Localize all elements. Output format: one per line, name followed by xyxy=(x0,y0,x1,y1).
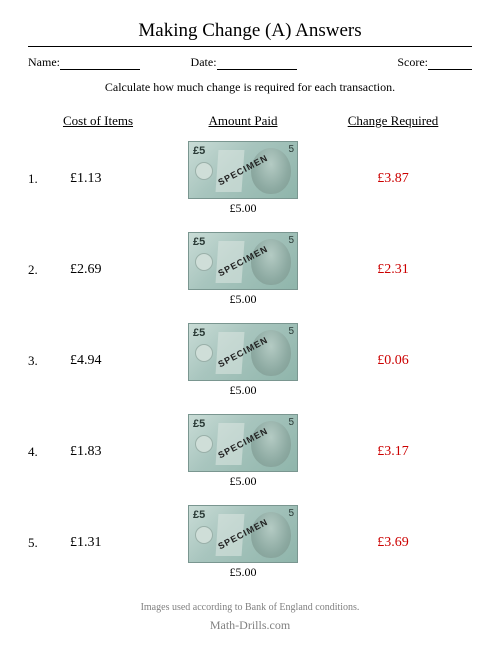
amount-paid: £5 5 SPECIMEN £5.00 xyxy=(168,232,318,307)
note-hologram-icon xyxy=(195,253,213,271)
cost-value: £2.69 xyxy=(52,262,168,278)
cost-value: £4.94 xyxy=(52,353,168,369)
row-number: 3. xyxy=(28,353,52,369)
row-number: 5. xyxy=(28,535,52,551)
banknote-image: £5 5 SPECIMEN xyxy=(188,232,298,290)
rows-container: 1.£1.13£55SPECIMEN£5.00£3.872.£2.69£55SP… xyxy=(28,141,472,580)
cost-value: £1.13 xyxy=(52,171,168,187)
note-denom-right: 5 xyxy=(288,326,294,337)
note-specimen-label: SPECIMEN xyxy=(216,244,269,279)
note-hologram-icon xyxy=(195,162,213,180)
instructions: Calculate how much change is required fo… xyxy=(28,80,472,95)
cost-value: £1.31 xyxy=(52,535,168,551)
footer-conditions: Images used according to Bank of England… xyxy=(0,602,500,613)
date-field: Date: xyxy=(191,55,350,70)
change-value: £2.31 xyxy=(318,262,468,278)
change-value: £0.06 xyxy=(318,353,468,369)
note-denom-left: £5 xyxy=(193,509,205,521)
date-blank xyxy=(217,58,297,70)
name-field: Name: xyxy=(28,55,187,70)
title-rule xyxy=(28,46,472,47)
table-row: 4.£1.83 £5 5 SPECIMEN £5.00£3.17 xyxy=(28,414,472,489)
amount-paid: £5 5 SPECIMEN £5.00 xyxy=(168,414,318,489)
score-field: Score: xyxy=(353,55,472,70)
note-denom-right: 5 xyxy=(288,144,294,155)
note-specimen-label: SPECIMEN xyxy=(216,335,269,370)
paid-amount-label: £5.00 xyxy=(168,383,318,398)
paid-amount-label: £5.00 xyxy=(168,201,318,216)
date-label: Date: xyxy=(191,55,217,70)
note-denom-right: 5 xyxy=(288,417,294,428)
table-row: 3.£4.94 £5 5 SPECIMEN £5.00£0.06 xyxy=(28,323,472,398)
banknote-image: £5 5 SPECIMEN xyxy=(188,505,298,563)
footer-site: Math-Drills.com xyxy=(0,618,500,633)
banknote-image: £5 5 SPECIMEN xyxy=(188,414,298,472)
change-value: £3.69 xyxy=(318,535,468,551)
note-specimen-label: SPECIMEN xyxy=(216,517,269,552)
note-denom-right: 5 xyxy=(288,508,294,519)
note-denom-left: £5 xyxy=(193,145,205,157)
header-cost: Cost of Items xyxy=(28,113,168,129)
banknote-image: £5 5 SPECIMEN xyxy=(188,141,298,199)
note-denom-left: £5 xyxy=(193,327,205,339)
meta-row: Name: Date: Score: xyxy=(28,55,472,70)
amount-paid: £5 5 SPECIMEN £5.00 xyxy=(168,141,318,216)
row-number: 1. xyxy=(28,171,52,187)
change-value: £3.17 xyxy=(318,444,468,460)
note-hologram-icon xyxy=(195,526,213,544)
row-number: 4. xyxy=(28,444,52,460)
table-row: 1.£1.13 £5 5 SPECIMEN £5.00£3.87 xyxy=(28,141,472,216)
paid-amount-label: £5.00 xyxy=(168,565,318,580)
header-paid: Amount Paid xyxy=(168,113,318,129)
table-row: 2.£2.69 £5 5 SPECIMEN £5.00£2.31 xyxy=(28,232,472,307)
change-value: £3.87 xyxy=(318,171,468,187)
row-number: 2. xyxy=(28,262,52,278)
amount-paid: £5 5 SPECIMEN £5.00 xyxy=(168,323,318,398)
name-label: Name: xyxy=(28,55,60,70)
score-label: Score: xyxy=(397,55,428,70)
paid-amount-label: £5.00 xyxy=(168,292,318,307)
note-denom-left: £5 xyxy=(193,236,205,248)
amount-paid: £5 5 SPECIMEN £5.00 xyxy=(168,505,318,580)
paid-amount-label: £5.00 xyxy=(168,474,318,489)
table-row: 5.£1.31 £5 5 SPECIMEN £5.00£3.69 xyxy=(28,505,472,580)
page-title: Making Change (A) Answers xyxy=(28,20,472,42)
column-headers: Cost of Items Amount Paid Change Require… xyxy=(28,113,472,129)
score-blank xyxy=(428,58,472,70)
note-denom-right: 5 xyxy=(288,235,294,246)
header-change: Change Required xyxy=(318,113,468,129)
note-specimen-label: SPECIMEN xyxy=(216,153,269,188)
note-hologram-icon xyxy=(195,344,213,362)
name-blank xyxy=(60,58,140,70)
banknote-image: £5 5 SPECIMEN xyxy=(188,323,298,381)
note-specimen-label: SPECIMEN xyxy=(216,426,269,461)
cost-value: £1.83 xyxy=(52,444,168,460)
note-hologram-icon xyxy=(195,435,213,453)
note-denom-left: £5 xyxy=(193,418,205,430)
